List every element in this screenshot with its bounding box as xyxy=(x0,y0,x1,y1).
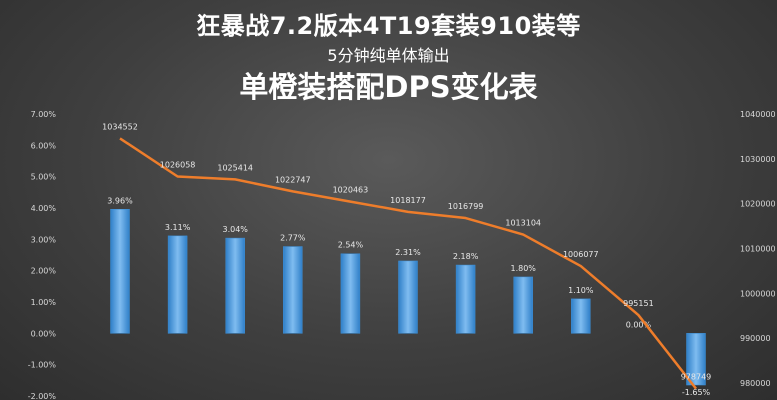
left-axis: -2.00% -1.00% 0.00% 1.00% 2.00% 3.00% 4.00% 5.0… xyxy=(28,110,57,400)
bar-value-label: 0.00% xyxy=(626,320,652,329)
dps-value-label: 978749 xyxy=(681,373,712,382)
left-tick-label: -2.00% xyxy=(28,392,57,400)
right-tick-label: 1000000 xyxy=(740,289,776,298)
dps-value-label: 1016799 xyxy=(448,202,484,211)
bar-series xyxy=(110,209,706,386)
bar-value-label: 1.80% xyxy=(510,264,536,273)
dps-value-label: 1020463 xyxy=(333,186,369,195)
bar xyxy=(167,235,188,334)
right-tick-label: 980000 xyxy=(740,379,771,388)
dps-value-label: 995151 xyxy=(623,299,654,308)
bar-value-label: 2.77% xyxy=(280,234,306,243)
left-tick-label: -1.00% xyxy=(28,361,57,370)
dps-value-label: 1025414 xyxy=(217,163,253,172)
bar-value-label: 2.18% xyxy=(453,252,479,261)
dps-value-label: 1018177 xyxy=(390,196,426,205)
left-tick-label: 6.00% xyxy=(31,141,57,150)
bar-labels: 3.96% 3.11% 3.04% 2.77% 2.54% 2.31% 2.18% 1.80%… xyxy=(107,196,710,397)
bar xyxy=(225,237,245,334)
bar-value-label: 3.11% xyxy=(165,223,191,232)
title-line-1: 狂暴战7.2版本4T19套装910装等 xyxy=(196,12,581,40)
left-tick-label: 2.00% xyxy=(31,267,57,276)
bar-value-label: 1.10% xyxy=(568,286,594,295)
bar-value-label: 2.31% xyxy=(395,248,421,257)
dps-value-label: 1034552 xyxy=(102,122,138,131)
bar xyxy=(110,209,130,334)
right-tick-label: 990000 xyxy=(740,334,771,343)
dps-line xyxy=(119,137,697,390)
bar-value-label: 3.96% xyxy=(107,196,133,205)
left-tick-label: 0.00% xyxy=(31,329,57,338)
dps-value-label: 1026058 xyxy=(160,161,196,170)
bar xyxy=(340,253,361,334)
left-tick-label: 4.00% xyxy=(31,204,57,213)
left-tick-label: 7.00% xyxy=(31,110,57,119)
bar xyxy=(513,276,533,334)
bar xyxy=(571,298,591,334)
dps-value-label: 1013104 xyxy=(505,219,541,228)
bar-value-label: -1.65% xyxy=(682,388,711,397)
bar-value-label: 2.54% xyxy=(338,241,364,250)
left-tick-label: 1.00% xyxy=(31,298,57,307)
bar-value-label: 3.04% xyxy=(222,225,248,234)
bar xyxy=(686,333,706,386)
right-tick-label: 1020000 xyxy=(740,200,776,209)
chart-title: 单橙装搭配DPS变化表 xyxy=(239,70,538,104)
title-line-2: 5分钟纯单体输出 xyxy=(327,46,450,65)
right-tick-label: 1010000 xyxy=(740,245,776,254)
bar xyxy=(398,260,418,334)
bar xyxy=(455,264,476,334)
right-axis: 980000 990000 1000000 1010000 1020000 1030000… xyxy=(740,110,776,388)
right-tick-label: 1030000 xyxy=(740,155,776,164)
right-tick-label: 1040000 xyxy=(740,110,776,119)
line-labels: 1034552 1026058 1025414 1022747 1020463 10181… xyxy=(102,122,711,381)
dps-value-label: 1006077 xyxy=(563,250,599,259)
left-tick-label: 3.00% xyxy=(31,235,57,244)
dps-value-label: 1022747 xyxy=(275,175,311,184)
bar xyxy=(283,246,303,334)
left-tick-label: 5.00% xyxy=(31,173,57,182)
